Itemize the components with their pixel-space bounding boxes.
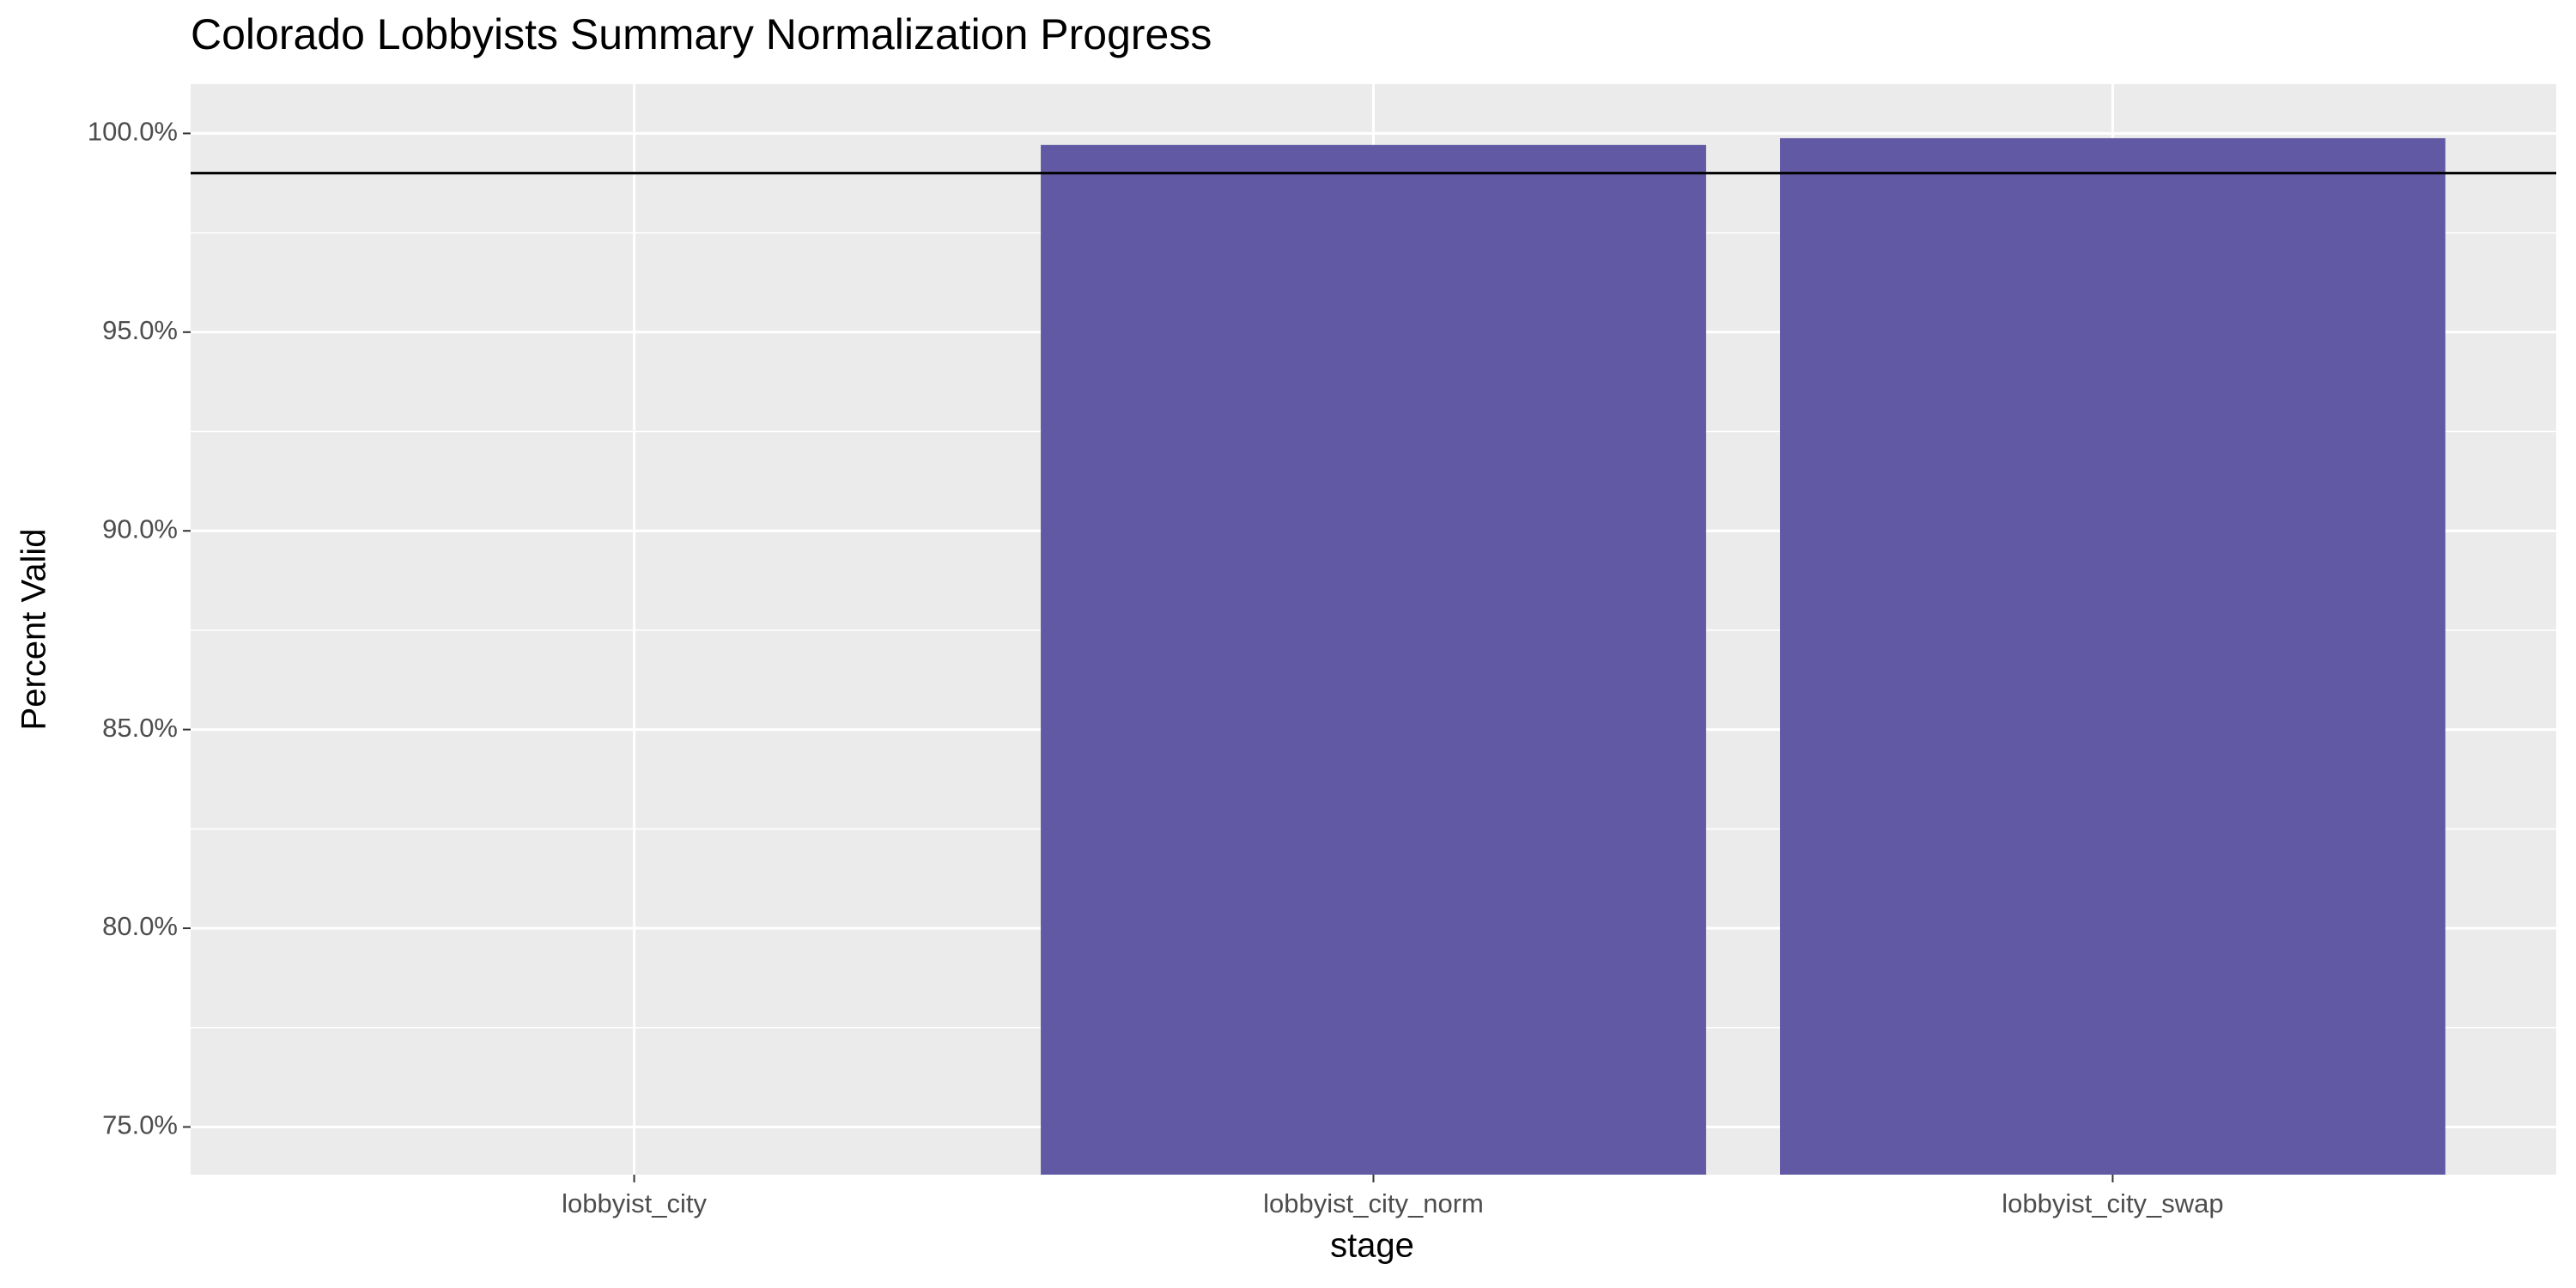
x-axis-title: stage	[1330, 1227, 1414, 1265]
y-tick-label: 90.0%	[102, 513, 178, 544]
y-tick-label: 80.0%	[102, 911, 178, 941]
y-axis-title: Percent Valid	[15, 529, 53, 731]
x-tick-label: lobbyist_city	[562, 1188, 707, 1218]
bar	[1041, 144, 1706, 1175]
chart-title: Colorado Lobbyists Summary Normalization…	[191, 10, 1212, 58]
y-tick-label: 85.0%	[102, 713, 178, 743]
x-tick-label: lobbyist_city_swap	[2002, 1188, 2223, 1218]
y-tick-label: 75.0%	[102, 1110, 178, 1140]
x-tick-label: lobbyist_city_norm	[1263, 1188, 1484, 1218]
y-tick-label: 95.0%	[102, 315, 178, 345]
y-tick-label: 100.0%	[88, 117, 178, 147]
bar	[1780, 137, 2445, 1176]
